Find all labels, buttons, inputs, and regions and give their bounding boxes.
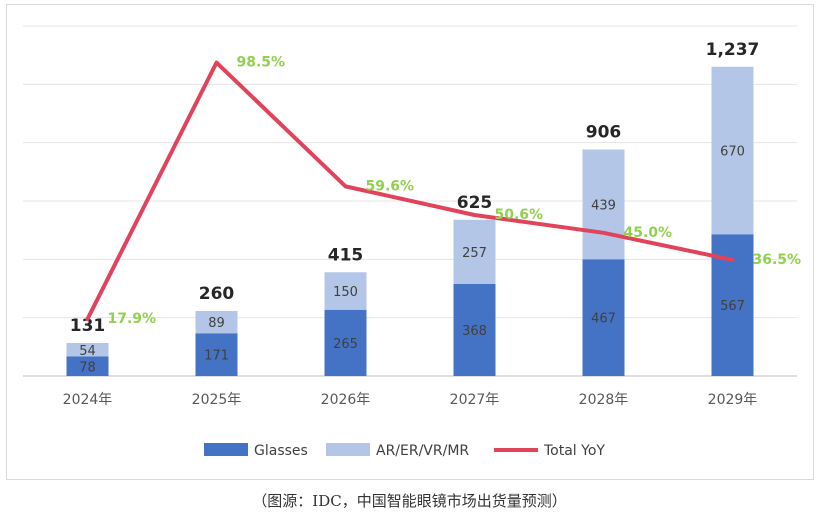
bar-glasses: [195, 333, 238, 376]
data-label-glasses: 368: [462, 324, 487, 339]
data-label-ar-vr: 150: [333, 285, 358, 300]
x-tick-label: 2028年: [579, 392, 629, 408]
bar-ar-vr: [582, 149, 625, 260]
total-label: 906: [586, 123, 622, 143]
yoy-label: 50.6%: [495, 207, 544, 223]
data-label-ar-vr: 54: [79, 344, 96, 359]
legend-label-total-yoy: Total YoY: [543, 443, 605, 459]
bar-ar-vr: [711, 66, 754, 235]
x-tick-label: 2027年: [450, 392, 500, 408]
bar-glasses: [453, 284, 496, 376]
yoy-label: 98.5%: [237, 55, 286, 71]
legend-swatch-glasses: [204, 443, 248, 456]
yoy-label: 17.9%: [108, 311, 157, 327]
total-label: 260: [199, 284, 235, 304]
bar-ar-vr: [453, 219, 496, 284]
legend-label-glasses: Glasses: [254, 443, 308, 459]
data-label-glasses: 567: [720, 299, 745, 314]
bar-glasses: [582, 259, 625, 376]
x-tick-label: 2026年: [321, 392, 371, 408]
yoy-label: 36.5%: [753, 252, 802, 268]
total-label: 131: [70, 316, 106, 336]
bar-ar-vr: [66, 343, 109, 357]
total-label: 625: [457, 193, 493, 213]
bar-ar-vr: [195, 311, 238, 334]
bar-glasses: [324, 309, 367, 376]
yoy-label: 59.6%: [366, 178, 415, 194]
legend-label-ar-vr: AR/ER/VR/MR: [376, 443, 469, 459]
series-line-total-yoy: [85, 60, 735, 322]
bar-glasses: [66, 356, 109, 376]
bar-ar-vr: [324, 272, 367, 310]
x-tick-label: 2024年: [63, 392, 113, 408]
data-label-ar-vr: 439: [591, 198, 616, 213]
yoy-label: 45.0%: [624, 225, 673, 241]
total-label: 1,237: [706, 40, 760, 60]
x-tick-label: 2025年: [192, 392, 242, 408]
data-label-ar-vr: 257: [462, 246, 487, 261]
total-label: 415: [328, 245, 364, 265]
data-label-glasses: 265: [333, 337, 358, 352]
legend-swatch-ar-vr: [326, 443, 370, 456]
x-tick-label: 2029年: [708, 392, 758, 408]
figure-caption: （图源：IDC，中国智能眼镜市场出货量预测）: [252, 492, 567, 510]
data-label-glasses: 467: [591, 312, 616, 327]
chart-frame: 78 54 131 2024年 171 89 260 2025年 265 150 415 2026年 3…: [6, 4, 814, 480]
data-label-ar-vr: 670: [720, 145, 745, 160]
data-label-ar-vr: 89: [208, 316, 225, 331]
data-label-glasses: 78: [79, 360, 96, 375]
data-label-glasses: 171: [204, 349, 229, 364]
